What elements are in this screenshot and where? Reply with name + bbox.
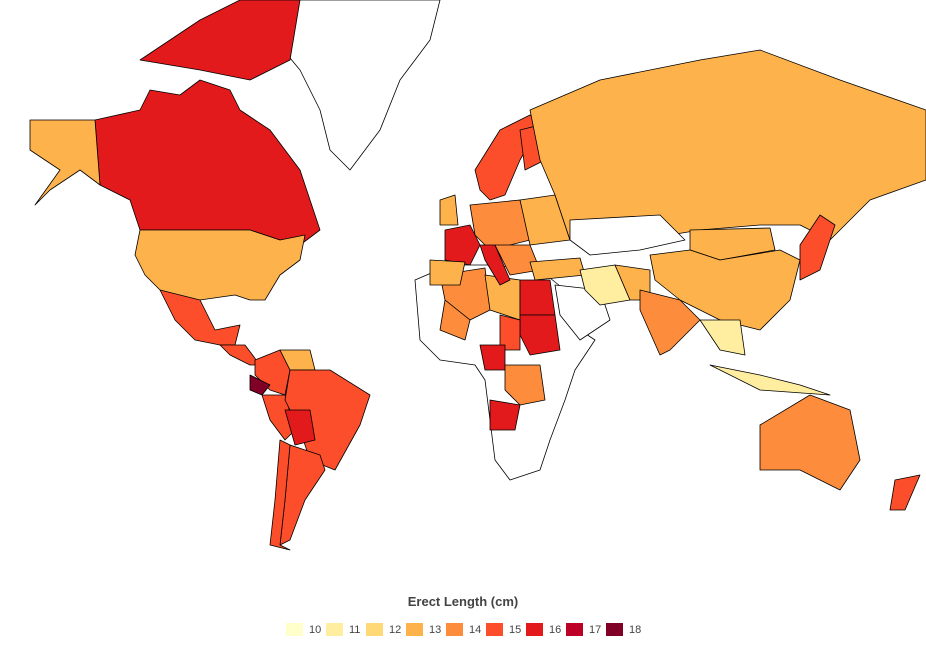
- region-usa[interactable]: [134, 229, 306, 311]
- legend-item: 15: [486, 623, 526, 636]
- region-egypt[interactable]: [519, 279, 556, 316]
- legend-label: 11: [349, 623, 361, 636]
- region-indonesia[interactable]: [709, 364, 831, 396]
- region-new-zealand[interactable]: [889, 474, 921, 511]
- region-australia[interactable]: [759, 394, 861, 491]
- region-drc[interactable]: [504, 364, 546, 406]
- legend-label: 17: [589, 623, 602, 636]
- legend-swatch: [366, 623, 383, 636]
- region-canada-islands[interactable]: [139, 0, 301, 81]
- legend-label: 18: [629, 623, 642, 636]
- region-kazakhstan[interactable]: [569, 214, 686, 256]
- region-japan[interactable]: [799, 214, 836, 281]
- region-southeast-asia[interactable]: [699, 319, 746, 356]
- legend-swatch: [286, 623, 303, 636]
- region-alaska[interactable]: [29, 119, 101, 206]
- region-bolivia[interactable]: [284, 409, 316, 446]
- region-greenland[interactable]: [269, 0, 441, 171]
- legend-item: 14: [446, 623, 486, 636]
- region-central-america[interactable]: [219, 344, 261, 366]
- legend-label: 15: [509, 623, 522, 636]
- legend-title: Erect Length (cm): [407, 594, 519, 609]
- legend-item: 16: [526, 623, 566, 636]
- region-italy[interactable]: [479, 244, 511, 286]
- legend-item: 18: [606, 623, 646, 636]
- legend-item: 13: [406, 623, 446, 636]
- legend-swatch: [486, 623, 503, 636]
- legend-swatch: [566, 623, 583, 636]
- legend-item: 17: [566, 623, 606, 636]
- region-france[interactable]: [444, 224, 481, 266]
- legend: 10 11 12 13 14 15 16 17 18: [286, 623, 646, 636]
- region-iran[interactable]: [579, 264, 631, 306]
- region-mongolia[interactable]: [689, 227, 776, 261]
- legend-label: 10: [309, 623, 322, 636]
- legend-item: 10: [286, 623, 326, 636]
- legend-label: 16: [549, 623, 562, 636]
- legend-swatch: [526, 623, 543, 636]
- world-map: [29, 0, 926, 551]
- legend-label: 12: [389, 623, 402, 636]
- legend-swatch: [446, 623, 463, 636]
- region-turkey[interactable]: [529, 257, 586, 281]
- legend-item: 12: [366, 623, 406, 636]
- legend-item: 11: [326, 623, 366, 636]
- region-canada[interactable]: [94, 79, 321, 246]
- region-peru[interactable]: [261, 394, 296, 441]
- region-mali[interactable]: [439, 299, 471, 341]
- region-chile[interactable]: [269, 439, 291, 551]
- legend-swatch: [606, 623, 623, 636]
- region-angola[interactable]: [489, 399, 521, 431]
- region-uk[interactable]: [439, 194, 459, 226]
- region-chad[interactable]: [499, 314, 521, 351]
- region-spain[interactable]: [429, 259, 466, 286]
- legend-swatch: [326, 623, 343, 636]
- region-china[interactable]: [649, 249, 801, 331]
- legend-label: 14: [469, 623, 482, 636]
- legend-swatch: [406, 623, 423, 636]
- legend-label: 13: [429, 623, 442, 636]
